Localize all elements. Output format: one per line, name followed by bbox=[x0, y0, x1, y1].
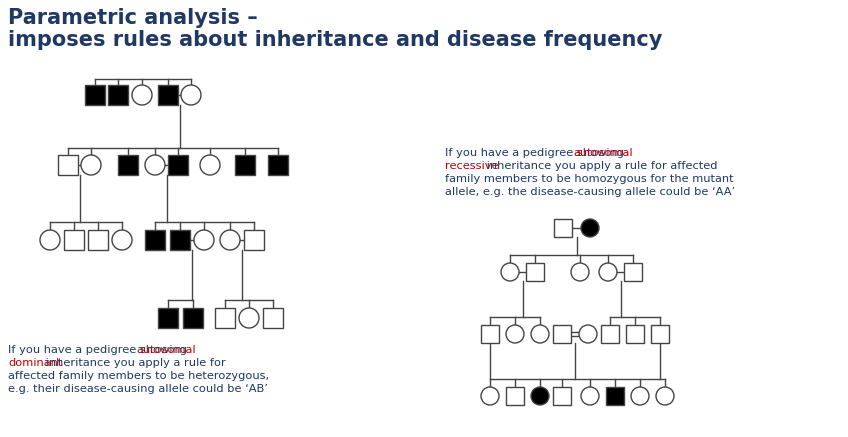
Bar bbox=[168, 155, 188, 175]
Bar bbox=[506, 387, 524, 405]
Bar bbox=[108, 85, 128, 105]
Circle shape bbox=[579, 325, 597, 343]
Circle shape bbox=[132, 85, 152, 105]
Bar bbox=[64, 230, 84, 250]
Text: affected family members to be heterozygous,: affected family members to be heterozygo… bbox=[8, 371, 269, 381]
Circle shape bbox=[581, 387, 599, 405]
Circle shape bbox=[506, 325, 524, 343]
Circle shape bbox=[181, 85, 201, 105]
Bar bbox=[235, 155, 255, 175]
Bar bbox=[553, 325, 571, 343]
Circle shape bbox=[581, 219, 599, 237]
Bar bbox=[183, 308, 203, 328]
Circle shape bbox=[194, 230, 214, 250]
Bar bbox=[554, 219, 572, 237]
Text: imposes rules about inheritance and disease frequency: imposes rules about inheritance and dise… bbox=[8, 30, 662, 50]
Circle shape bbox=[145, 155, 165, 175]
Bar bbox=[145, 230, 165, 250]
Bar bbox=[215, 308, 235, 328]
Circle shape bbox=[599, 263, 617, 281]
Bar bbox=[601, 325, 619, 343]
Circle shape bbox=[571, 263, 589, 281]
Circle shape bbox=[40, 230, 60, 250]
Bar bbox=[606, 387, 624, 405]
Circle shape bbox=[631, 387, 649, 405]
Circle shape bbox=[220, 230, 240, 250]
Bar bbox=[244, 230, 264, 250]
Bar bbox=[58, 155, 78, 175]
Circle shape bbox=[481, 387, 499, 405]
Circle shape bbox=[239, 308, 259, 328]
Circle shape bbox=[656, 387, 674, 405]
Bar bbox=[624, 263, 642, 281]
Bar bbox=[553, 387, 571, 405]
Bar bbox=[626, 325, 644, 343]
Bar bbox=[88, 230, 108, 250]
Circle shape bbox=[501, 263, 519, 281]
Bar bbox=[651, 325, 669, 343]
Text: allele, e.g. the disease-causing allele could be ‘AA’: allele, e.g. the disease-causing allele … bbox=[445, 187, 735, 197]
Bar bbox=[158, 85, 178, 105]
Text: If you have a pedigree showing: If you have a pedigree showing bbox=[445, 148, 628, 158]
Bar bbox=[85, 85, 105, 105]
Bar bbox=[263, 308, 283, 328]
Bar bbox=[268, 155, 288, 175]
Circle shape bbox=[81, 155, 101, 175]
Text: dominant: dominant bbox=[8, 358, 63, 368]
Text: e.g. their disease-causing allele could be ‘AB’: e.g. their disease-causing allele could … bbox=[8, 384, 268, 394]
Text: inheritance you apply a rule for: inheritance you apply a rule for bbox=[42, 358, 226, 368]
Bar bbox=[481, 325, 499, 343]
Text: inheritance you apply a rule for affected: inheritance you apply a rule for affecte… bbox=[483, 161, 718, 171]
Text: Parametric analysis –: Parametric analysis – bbox=[8, 8, 258, 28]
Circle shape bbox=[112, 230, 132, 250]
Text: autosomal: autosomal bbox=[573, 148, 633, 158]
Bar bbox=[170, 230, 190, 250]
Circle shape bbox=[531, 387, 549, 405]
Circle shape bbox=[200, 155, 220, 175]
Bar bbox=[158, 308, 178, 328]
Text: If you have a pedigree showing: If you have a pedigree showing bbox=[8, 345, 191, 355]
Text: recessive: recessive bbox=[445, 161, 499, 171]
Circle shape bbox=[531, 325, 549, 343]
Text: family members to be homozygous for the mutant: family members to be homozygous for the … bbox=[445, 174, 734, 184]
Bar bbox=[526, 263, 544, 281]
Bar bbox=[118, 155, 138, 175]
Text: autosomal: autosomal bbox=[136, 345, 196, 355]
